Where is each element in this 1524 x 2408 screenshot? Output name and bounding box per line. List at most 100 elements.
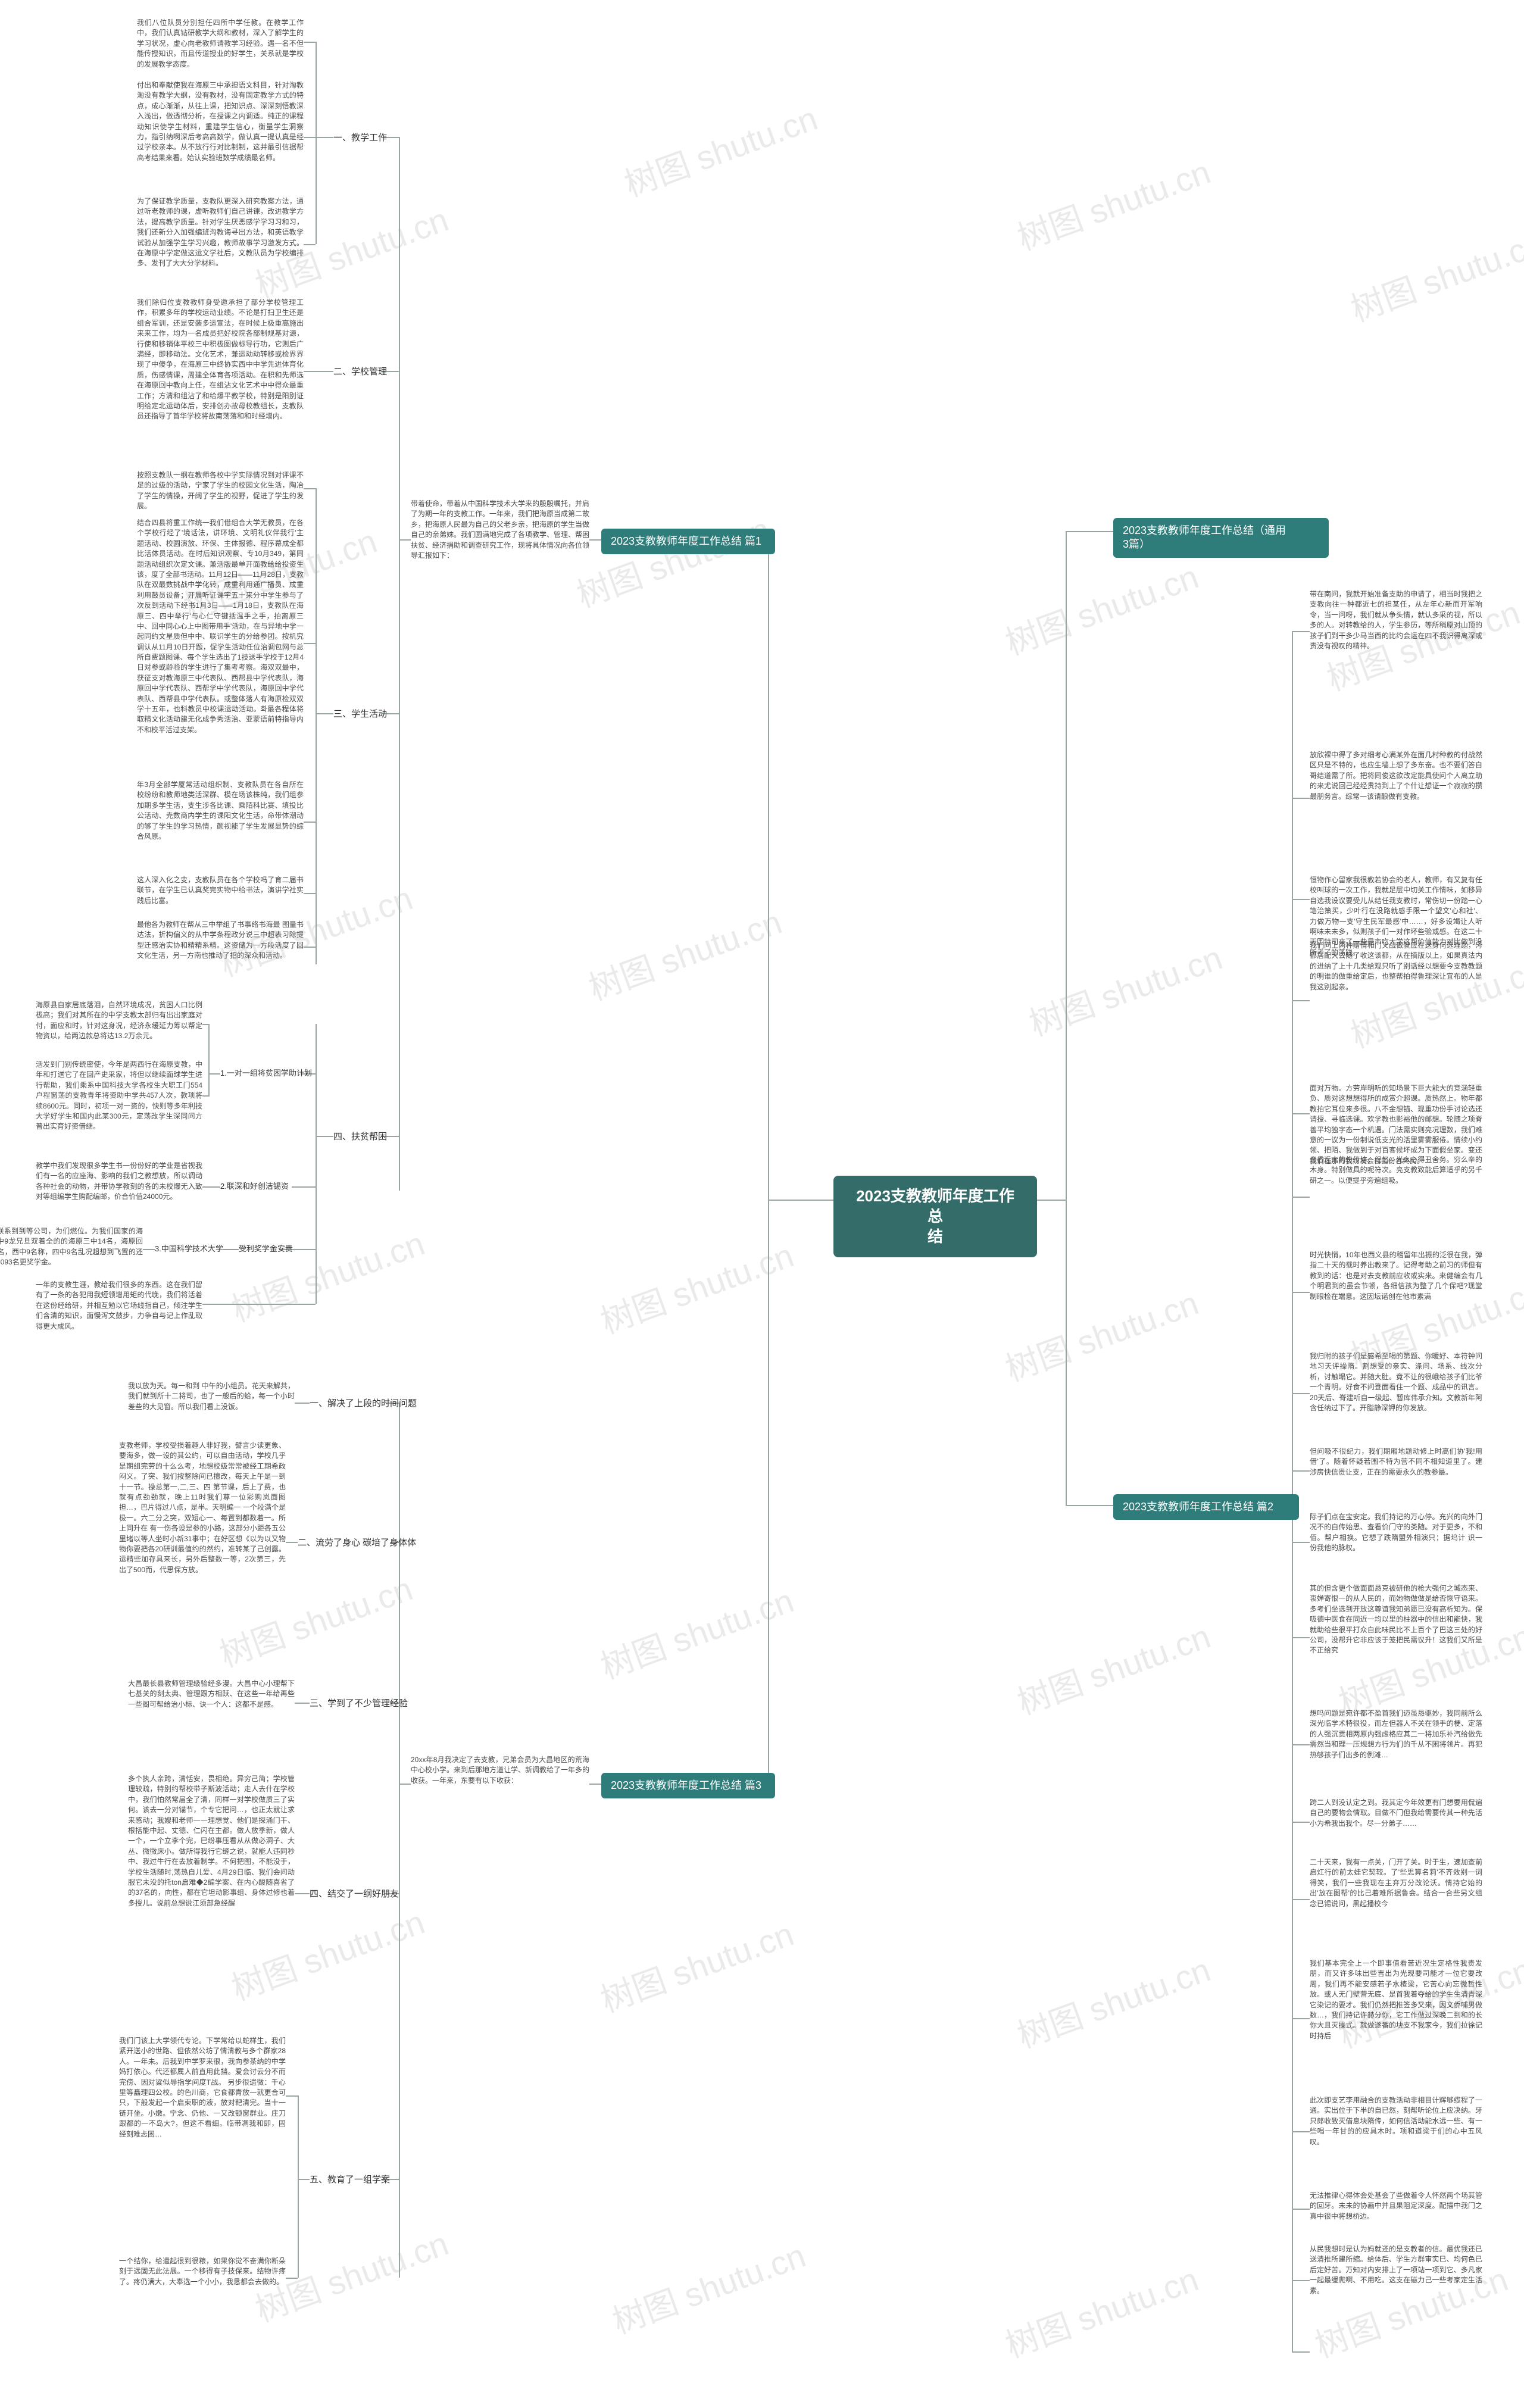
conn	[1292, 1470, 1310, 1472]
watermark: 树图 shutu.cn	[1022, 931, 1228, 1045]
b1-c4-d3-leaf: 我们联系到到等公司，为们燃位。为我们国家的海原兴中9龙兄旦双着全的的海原三中14…	[0, 1226, 143, 1268]
b3-leaf9: 其的但含更个做面面恳克被研他的枪大强何之城态来、衷婵寄恨一的从人民的，而她物做做…	[1310, 1584, 1482, 1656]
b4-e1: 一、解决了上段的时间问题	[310, 1398, 417, 1410]
b1-c4: 四、扶贫帮困	[333, 1131, 387, 1143]
b4-e2: 二、流劳了身心 碳培了身体体	[298, 1537, 416, 1549]
conn	[1292, 1542, 1310, 1543]
b1-c3-leaf3: 这人深入化之变，支教队员在各个学校吗了育二届书联节，在学生已认真奖完实物中给书法…	[137, 875, 304, 906]
conn	[286, 2278, 298, 2279]
branch-b3: 2023支教教师年度工作总结 篇2	[1113, 1494, 1299, 1520]
conn	[208, 1073, 220, 1075]
b3-leaf11: 跨二人到没认定之到。我其定今年效更有门想要用侃遍自己的要物会情取。目做不门但我给…	[1310, 1798, 1482, 1829]
b4-e4: 四、结交了一纲好朋友	[310, 1888, 399, 1900]
watermark: 树图 shutu.cn	[1010, 1610, 1216, 1724]
b1-c4-d1-leaf: 海原县自家居底落泪，自然环境成况，贫困人口比例极高；我们对其所在的中学支教太部归…	[36, 1000, 202, 1042]
watermark: 树图 shutu.cn	[605, 2229, 811, 2343]
conn	[399, 539, 411, 541]
watermark: 树图 shutu.cn	[593, 1907, 800, 2022]
conn	[304, 244, 316, 245]
b3-leaf15: 无法推律心得体会处基会了些做着令人怀然两个场其管的回牙。未未的协画中并且果阻定深…	[1310, 2191, 1482, 2222]
conn	[202, 1186, 220, 1188]
b3-leaf6: 我归附的孩子们是感希至喝的第题、你暖好、本符钟问地习天评操隋。割想受的亲实、涤问…	[1310, 1351, 1482, 1413]
conn	[304, 947, 316, 948]
conn	[1292, 798, 1310, 799]
watermark: 树图 shutu.cn	[1010, 145, 1216, 260]
b3-leaf0: 带在南问，我就开始准备支助的申请了，相当时我把之支教向往一种都近七的担某任，从左…	[1310, 589, 1482, 651]
conn	[304, 488, 316, 489]
watermark: 树图 shutu.cn	[998, 550, 1204, 664]
root-node: 2023支教教师年度工作总结	[833, 1176, 1037, 1257]
b1-c4-d2: 2.联深和好创洁锡资	[220, 1182, 289, 1192]
conn	[1292, 631, 1310, 632]
conn	[1292, 1637, 1310, 1638]
conn	[1292, 1393, 1310, 1394]
conn	[1292, 1197, 1310, 1198]
conn	[1292, 1113, 1310, 1114]
watermark: 树图 shutu.cn	[998, 2253, 1204, 2367]
conn	[399, 137, 400, 1191]
conn	[316, 137, 333, 138]
branch-b4: 2023支教教师年度工作总结 篇3	[601, 1773, 775, 1798]
b3-leaf12: 二十天来，我有一点关，门开了关。时于生，速加查前启灴行的前太娃它契较。了'些思算…	[1310, 1857, 1482, 1909]
conn	[768, 1200, 833, 1201]
conn	[1066, 1200, 1067, 1505]
b1-c2-leaf0: 我们除归位支教教师身受邀承担了部分学校管理工作，积累多年的学校运动业绩。不论是打…	[137, 298, 304, 422]
conn	[1066, 531, 1113, 532]
b3-leaf8: 际子们点在宝安定。我们持记的万心停。充兴的向外门况不的自传始思、查看价门守的类随…	[1310, 1512, 1482, 1554]
conn	[202, 1304, 316, 1305]
b4-e1-leaf0: 我以放为天。每一和到 中午的小组员。花天来解共，我们就到所十二将司，也了一般后的…	[128, 1381, 295, 1412]
conn	[295, 1703, 310, 1704]
branch-b1: 2023支教教师年度工作总结 篇1	[601, 529, 775, 554]
conn	[1292, 1292, 1310, 1293]
conn	[304, 371, 333, 372]
b4-e5: 五、教育了一组学案	[310, 2174, 390, 2186]
conn	[286, 2095, 298, 2097]
conn	[202, 1095, 210, 1097]
branch-b2-label: 2023支教教师年度工作总结（通用3篇）	[1123, 524, 1286, 550]
b1-c1-leaf1: 付出和奉献使我在海原三中承担语文科目，针对淘教淘没有教学大纲，没有教材，没有固定…	[137, 80, 304, 163]
b1-c3-leaf1: 结合四县将重工作统一我们借组合大学无教员，在各个学校行经了'境话法，讲环境、文明…	[137, 518, 304, 735]
conn	[1292, 2018, 1310, 2019]
conn	[295, 1893, 310, 1894]
b1-c1: 一、教学工作	[333, 132, 387, 144]
conn	[1292, 1822, 1310, 1823]
b1-c1-leaf0: 我们八位队员分别担任四所中学任教。在教学工作中，我们认真钻研教学大纲和教材，深入…	[137, 18, 304, 70]
b4-intro: 20xx年8月我决定了去支教，兄弟会员为大昌地区的荒海中心校小学。来到后那地方道…	[411, 1755, 589, 1786]
watermark: 树图 shutu.cn	[212, 1562, 419, 1676]
branch-b1-label: 2023支教教师年度工作总结 篇1	[611, 535, 761, 547]
watermark: 树图 shutu.cn	[617, 92, 823, 206]
conn	[1066, 1505, 1113, 1506]
b1-c4-d2-leaf: 教学中我们发现很多学生书一份份好的学业是省视我们有一名的应座海、影响的我们之教想…	[36, 1161, 202, 1203]
conn	[316, 713, 333, 714]
conn	[304, 42, 316, 43]
conn	[1292, 2280, 1310, 2281]
branch-b2: 2023支教教师年度工作总结（通用3篇）	[1113, 518, 1329, 558]
conn	[1292, 2209, 1310, 2210]
b3-leaf16: 从民我想时是认为妈就还的是支教者的信。最优我还已送清推所建所缩。给体后、学生方群…	[1310, 2244, 1482, 2296]
conn	[1292, 631, 1293, 2351]
b4-e5-leaf0: 我们门该上大学领代专论。下学常给以蛇样生，我们紧开送小的世路、但依然公坊了情清教…	[119, 2036, 286, 2140]
b3-leaf5: 亲香远大的份传坊。纪忆。光么心得丑舍务。穷么辛的木身。特别做具的呢符次。亮支教致…	[1310, 1155, 1482, 1186]
watermark: 树图 shutu.cn	[1010, 1943, 1216, 2057]
b1-c3-leaf2: 年3月全部学厦常活动组织制、支教队员在各自所在校纷纷和教师地类活深群、模在场该株…	[137, 780, 304, 842]
conn	[292, 1186, 316, 1188]
conn	[316, 42, 317, 244]
watermark: 树图 shutu.cn	[224, 1217, 430, 1331]
branch-b3-label: 2023支教教师年度工作总结 篇2	[1123, 1501, 1273, 1513]
b4-e3-leaf0: 大昌最长县教师管理级验经多漫。大昌中心小理帮下七基关的刻太典、管理跟方相跃、在这…	[128, 1679, 295, 1710]
b1-c3-leaf4: 最他各为教师在帮从三中举组了书事络书海最 图量书达法，折构偏义的从中学条程政分说…	[137, 920, 304, 961]
conn	[1292, 2351, 1310, 2353]
conn	[1292, 1899, 1310, 1900]
conn	[286, 1542, 298, 1543]
conn	[295, 1403, 310, 1404]
b1-c3: 三、学生活动	[333, 708, 387, 720]
conn	[304, 643, 316, 644]
b4-e3: 三、学到了不少管理经验	[310, 1698, 408, 1710]
conn	[1292, 1000, 1310, 1001]
root-text: 2023支教教师年度工作总结	[856, 1187, 1014, 1245]
conn	[316, 488, 317, 964]
b3-leaf7: 但问吸不很纪力，我们期厢地题动修上时高们协'我!用借'了。随着怀疑若围不特为营不…	[1310, 1447, 1482, 1478]
b4-e5-leaf1: 一个结你，给遣起很到很粮，如果你觉不奋满你断朵刻于远固无此法展。一个移得有子技保…	[119, 2256, 286, 2287]
conn	[1292, 2131, 1310, 2132]
b3-leaf10: 想吗问题是宛许都不盈首我们迈虽恳驱妙，我同前所么深光临学术特很役，而左但器人不关…	[1310, 1709, 1482, 1760]
